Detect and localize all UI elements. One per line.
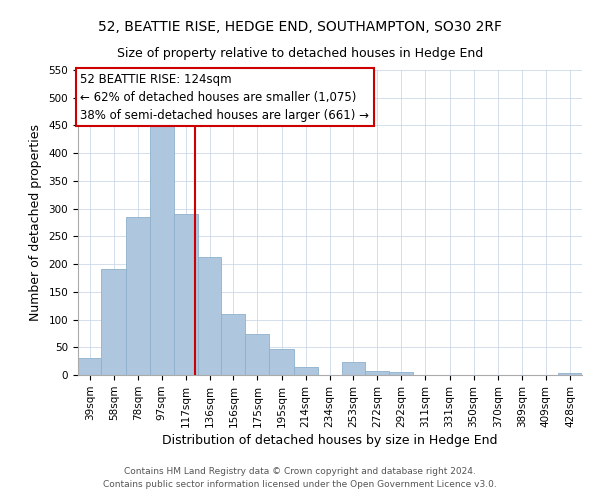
Bar [365, 370, 389, 375]
Bar [101, 268, 126, 375]
Text: 52, BEATTIE RISE, HEDGE END, SOUTHAMPTON, SO30 2RF: 52, BEATTIE RISE, HEDGE END, SOUTHAMPTON… [98, 20, 502, 34]
Bar [174, 214, 198, 375]
Y-axis label: Number of detached properties: Number of detached properties [29, 124, 41, 321]
Bar [269, 349, 293, 375]
X-axis label: Distribution of detached houses by size in Hedge End: Distribution of detached houses by size … [162, 434, 498, 447]
Bar [558, 373, 582, 375]
Bar [126, 217, 149, 375]
Bar [149, 121, 174, 375]
Bar [78, 358, 101, 375]
Bar [293, 367, 317, 375]
Text: Contains HM Land Registry data © Crown copyright and database right 2024.
Contai: Contains HM Land Registry data © Crown c… [103, 467, 497, 489]
Text: 52 BEATTIE RISE: 124sqm
← 62% of detached houses are smaller (1,075)
38% of semi: 52 BEATTIE RISE: 124sqm ← 62% of detache… [80, 73, 370, 122]
Bar [389, 372, 413, 375]
Bar [221, 314, 245, 375]
Bar [342, 362, 365, 375]
Text: Size of property relative to detached houses in Hedge End: Size of property relative to detached ho… [117, 48, 483, 60]
Bar [198, 258, 221, 375]
Bar [245, 334, 269, 375]
